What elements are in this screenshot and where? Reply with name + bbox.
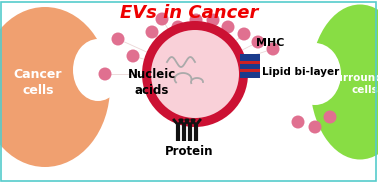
Text: Nucleic
acids: Nucleic acids xyxy=(128,68,176,96)
Circle shape xyxy=(237,27,251,41)
Circle shape xyxy=(151,30,239,118)
Circle shape xyxy=(291,116,305,128)
Ellipse shape xyxy=(0,7,110,167)
Ellipse shape xyxy=(310,5,378,159)
Ellipse shape xyxy=(73,39,123,101)
Text: MHC: MHC xyxy=(256,38,284,48)
Circle shape xyxy=(222,21,234,33)
Circle shape xyxy=(127,50,139,62)
Bar xyxy=(240,54,260,78)
Circle shape xyxy=(146,25,158,39)
Circle shape xyxy=(99,68,112,80)
Circle shape xyxy=(155,13,169,25)
Circle shape xyxy=(308,120,322,134)
Text: Surrounding
cells: Surrounding cells xyxy=(328,73,378,95)
Circle shape xyxy=(324,110,336,124)
Text: EVs in Cancer: EVs in Cancer xyxy=(120,4,258,22)
Bar xyxy=(240,60,260,64)
Circle shape xyxy=(266,43,279,56)
Circle shape xyxy=(251,35,265,48)
Bar xyxy=(240,68,260,72)
Text: Cancer
cells: Cancer cells xyxy=(14,68,62,96)
Circle shape xyxy=(189,13,203,27)
Text: Lipid bi-layer: Lipid bi-layer xyxy=(262,67,339,77)
Ellipse shape xyxy=(289,43,341,105)
Text: Protein: Protein xyxy=(165,145,213,158)
Circle shape xyxy=(142,21,248,127)
Circle shape xyxy=(206,13,220,27)
Circle shape xyxy=(172,21,184,33)
Circle shape xyxy=(112,33,124,46)
